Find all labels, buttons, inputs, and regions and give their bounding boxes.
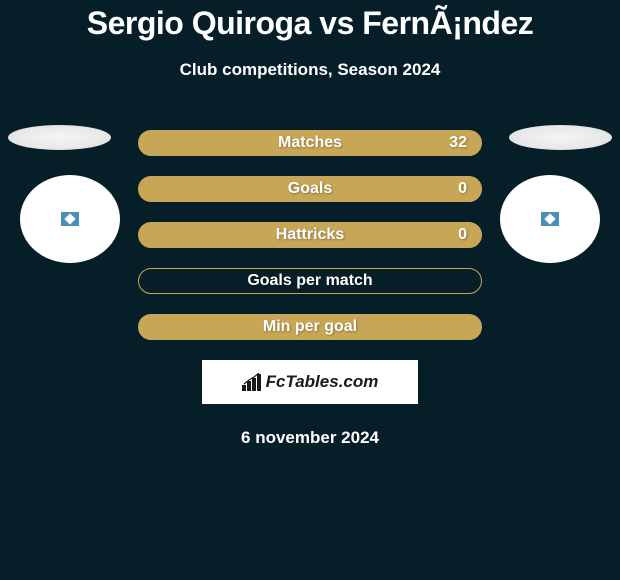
fctables-chart-icon: [242, 373, 262, 391]
stat-bar-min-per-goal: Min per goal: [138, 314, 482, 340]
stat-bar-goals: Goals 0: [138, 176, 482, 202]
stat-bar-goals-per-match: Goals per match: [138, 268, 482, 294]
stat-value: 0: [458, 226, 467, 244]
stat-bar-matches: Matches 32: [138, 130, 482, 156]
comparison-subtitle: Club competitions, Season 2024: [0, 60, 620, 80]
player-left-pedestal: [8, 125, 111, 150]
stat-label: Hattricks: [276, 226, 344, 244]
footer-date: 6 november 2024: [0, 428, 620, 448]
stat-label: Goals: [288, 180, 332, 198]
stat-label: Matches: [278, 134, 342, 152]
logo-text: FcTables.com: [266, 372, 379, 392]
player-right-pedestal: [509, 125, 612, 150]
logo-box: FcTables.com: [202, 360, 418, 404]
team-badge-icon: [541, 212, 559, 226]
stat-bar-hattricks: Hattricks 0: [138, 222, 482, 248]
player-left-badge: [20, 175, 120, 263]
player-right-badge: [500, 175, 600, 263]
stat-label: Goals per match: [247, 272, 372, 290]
stat-label: Min per goal: [263, 318, 357, 336]
logo-content: FcTables.com: [242, 372, 379, 392]
stat-value: 0: [458, 180, 467, 198]
team-badge-icon: [61, 212, 79, 226]
stats-area: Matches 32 Goals 0 Hattricks 0 Goals per…: [0, 130, 620, 448]
stat-bars: Matches 32 Goals 0 Hattricks 0 Goals per…: [138, 130, 482, 340]
stat-value: 32: [449, 134, 467, 152]
comparison-title: Sergio Quiroga vs FernÃ¡ndez: [0, 5, 620, 42]
